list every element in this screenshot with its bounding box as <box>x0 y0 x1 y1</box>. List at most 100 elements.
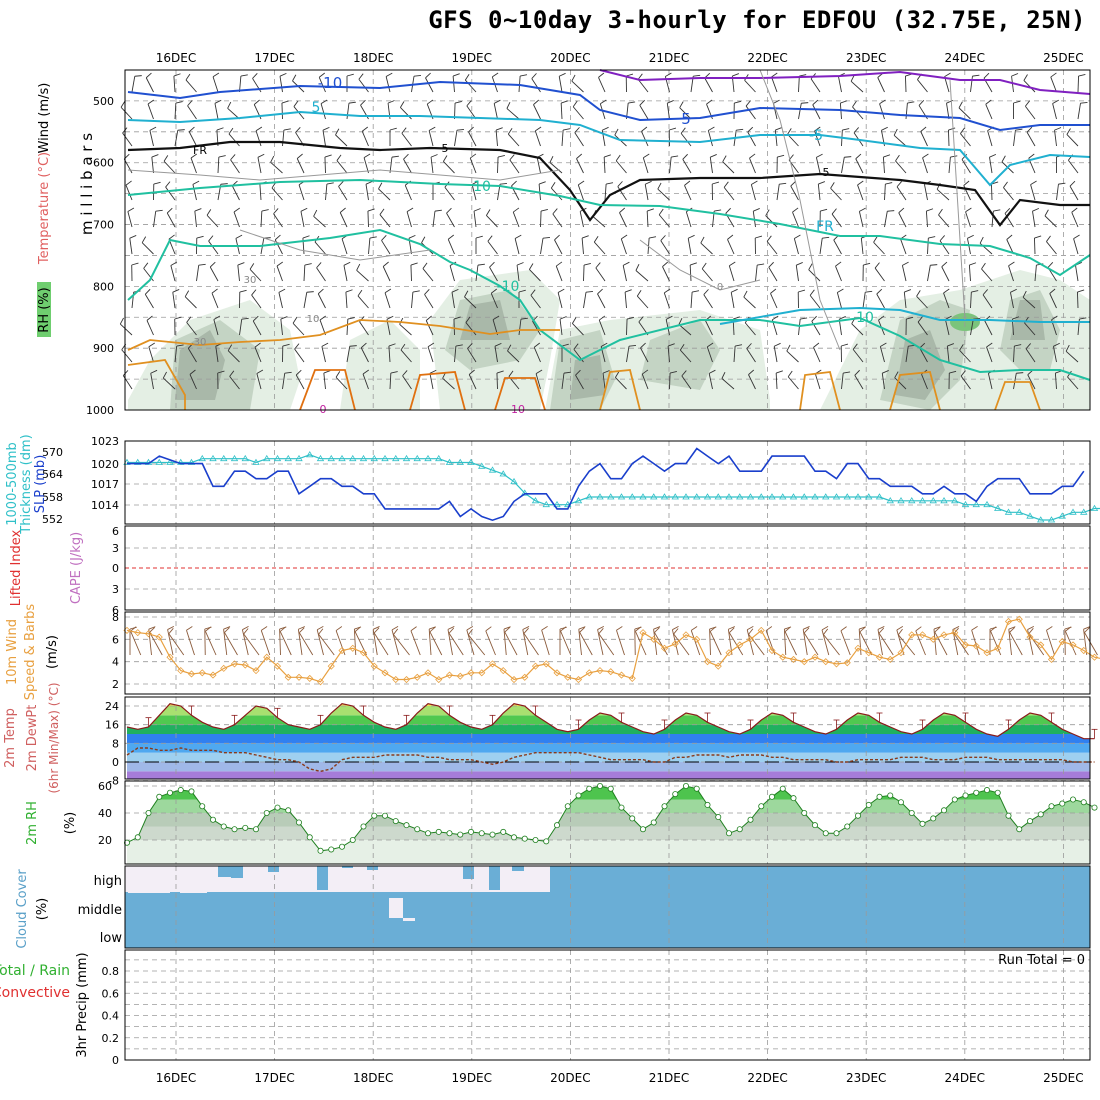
temp-line <box>126 703 1095 740</box>
wind-barb-upper-flag <box>427 342 435 348</box>
wind-barb-upper <box>464 296 477 309</box>
wind-barb-upper <box>295 374 305 390</box>
wind-barb-upper <box>855 158 864 174</box>
wind-marker <box>252 667 260 675</box>
wind-barb-upper <box>626 318 628 336</box>
wind-barb-upper-flag <box>387 100 395 104</box>
wind-barb-upper <box>359 321 369 336</box>
wind-barb-upper-flag <box>434 209 442 212</box>
wind-marker <box>564 673 572 681</box>
wind-barb-upper-flag <box>369 236 377 239</box>
wind-barb-10m-flag <box>672 625 679 631</box>
wind-barb-upper <box>936 188 950 201</box>
wind-barb-upper <box>765 215 778 228</box>
wind-barb-upper <box>708 373 713 390</box>
wind-barb-upper-flag <box>879 99 886 105</box>
wind-barb-upper-flag <box>1052 99 1059 104</box>
wind-barb-upper-flag <box>948 127 956 131</box>
wind-barb-upper-flag <box>626 73 634 77</box>
wind-barb-upper-flag <box>125 180 132 186</box>
wind-barb-upper <box>428 130 434 147</box>
wind-barb-10m-flag <box>541 626 548 631</box>
day-label-bottom: 18DEC <box>353 1071 393 1085</box>
wind-barb-upper-flag <box>174 316 182 320</box>
wind-barb-upper <box>916 295 928 309</box>
wind-barb-upper-flag <box>723 181 729 188</box>
temperature-axis-label: Temperature (°C) <box>37 152 52 265</box>
wind-barb-upper-flag <box>165 181 171 188</box>
wind-barb-upper-flag <box>706 99 713 105</box>
wind-barb-upper-flag <box>561 343 569 347</box>
wind-barb-upper <box>1013 130 1016 147</box>
contour-label: 0 <box>717 282 723 293</box>
wind-barb-upper <box>595 267 606 282</box>
wind-barb-upper <box>685 211 692 228</box>
rh-marker <box>640 826 647 833</box>
wind-barb-upper-flag <box>671 155 679 158</box>
day-label-bottom: 25DEC <box>1043 1071 1083 1085</box>
wind-barb-upper-flag <box>217 370 225 374</box>
wind-barb-upper-flag <box>506 102 511 109</box>
wind-barb-upper <box>509 159 520 174</box>
wind-marker <box>144 630 153 638</box>
wind-barb-10m <box>1008 629 1012 656</box>
wind-barb-upper-flag <box>520 317 528 320</box>
wind-barb-10m-flag <box>635 626 642 632</box>
wind-barb-10m-flag <box>504 626 511 633</box>
rh-band <box>127 840 1090 864</box>
wind-barb-upper <box>1034 265 1037 282</box>
wind-barb-upper <box>879 103 885 120</box>
rh-marker <box>220 823 227 830</box>
wind-barb-upper <box>406 211 412 228</box>
wind-barb-upper <box>367 210 369 228</box>
wind-barb-upper-flag <box>678 318 683 325</box>
wind-barb-upper <box>903 292 907 309</box>
wind-barb-upper <box>389 372 392 390</box>
cape-axis-label: CAPE (J/kg) <box>69 532 84 604</box>
li-tick-label: 6 <box>112 604 119 617</box>
wind-barb-upper-flag <box>209 261 216 268</box>
wind-barb-upper <box>723 187 735 201</box>
upper-air-panel: 16DEC 17DEC 18DEC 19DEC 20DEC 21DEC 22DEC 23DEC… <box>37 51 1091 1085</box>
wind-barb-upper <box>429 373 434 390</box>
temperature-contour <box>239 229 431 261</box>
wind-barb-upper <box>787 376 799 390</box>
wind-barb-upper <box>555 265 563 282</box>
rh-marker <box>1005 812 1012 819</box>
slp-axis-label: SLP (mb) <box>33 455 48 514</box>
wind-barb-upper-flag <box>721 372 726 379</box>
wind-barb-10m-flag <box>279 626 286 632</box>
wind-barb-upper <box>798 319 801 336</box>
wind-barb-10m-flag <box>915 626 922 632</box>
wind-marker <box>542 660 550 668</box>
thickness-axis-label-2: Thickness (dm) <box>19 434 34 534</box>
wind-barb-upper-flag <box>939 235 945 242</box>
thickness-marker <box>736 493 744 500</box>
wind-marker <box>994 644 1002 652</box>
rh-marker <box>285 807 292 814</box>
wind-barb-10m <box>298 632 314 656</box>
wind-axis-label: Wind (m/s) <box>37 83 52 154</box>
wind-barb-upper <box>213 319 219 336</box>
wind-barb-upper-flag <box>175 101 183 104</box>
wind-barb-upper <box>303 292 308 309</box>
wind-barb-upper <box>960 133 971 147</box>
wind-barb-10m <box>468 634 486 656</box>
wind-barb-upper <box>858 211 864 228</box>
wind-barb-upper-flag <box>945 315 952 320</box>
wind-barb-upper <box>270 161 283 174</box>
rh-marker <box>457 831 464 838</box>
wind-barb-upper <box>257 157 262 174</box>
wind-barb-upper-flag <box>773 99 780 104</box>
wind-barb-upper <box>341 238 348 255</box>
wind-barb-upper-flag <box>917 316 923 323</box>
wind-barb-upper-flag <box>292 74 297 82</box>
wind-barb-upper <box>1006 239 1014 255</box>
wind-barb-upper-flag <box>402 370 408 377</box>
wind-barb-upper <box>572 323 584 336</box>
wind-barb-10m <box>1028 633 1045 656</box>
wind-barb-upper-flag <box>881 126 888 131</box>
wind-barb-upper <box>189 374 197 390</box>
